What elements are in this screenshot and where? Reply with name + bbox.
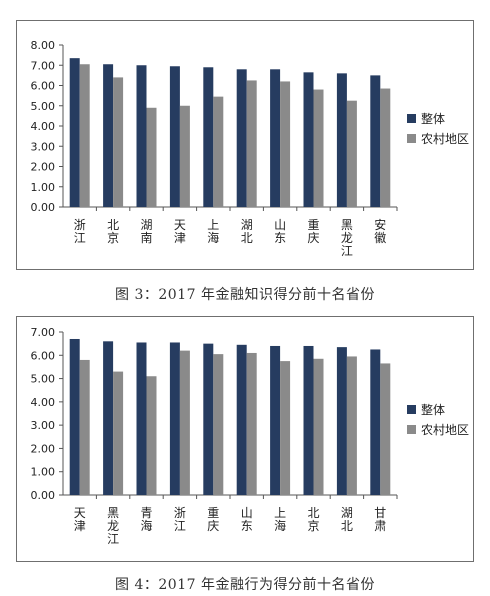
- x-category-label: 安徽: [374, 217, 386, 245]
- legend-label: 整体: [421, 111, 445, 126]
- bar-rural: [213, 96, 224, 207]
- bar-rural: [246, 80, 257, 207]
- bar-rural: [179, 105, 190, 207]
- bar-overall: [103, 341, 114, 495]
- x-category-label: 北京: [107, 218, 119, 245]
- bar-overall: [136, 342, 147, 495]
- y-tick-label: 0.00: [31, 201, 56, 214]
- x-category-label: 天津: [74, 506, 86, 533]
- x-category-label: 浙江: [174, 506, 186, 533]
- bar-overall: [169, 66, 180, 207]
- bar-rural: [79, 64, 90, 207]
- x-category-label: 湖北: [241, 217, 253, 245]
- bar-rural: [179, 350, 190, 495]
- legend-label: 农村地区: [421, 423, 469, 437]
- bar-rural: [380, 88, 391, 207]
- legend-swatch: [407, 114, 416, 123]
- x-category-label: 黑龙江: [341, 218, 353, 258]
- chart-2-frame: 0.00 1.00 2.00 3.00 4.00 5.00 6.00 7.00 天津 黑龙江 青海浙…: [16, 316, 474, 562]
- x-category-label: 山东: [241, 506, 253, 533]
- x-category-label: 重庆: [207, 506, 219, 533]
- bar-rural: [79, 359, 90, 495]
- legend-label: 农村地区: [421, 132, 469, 146]
- bar-rural: [280, 361, 291, 495]
- bar-rural: [313, 89, 324, 207]
- bar-overall: [303, 72, 314, 208]
- y-tick-label: 4.00: [31, 120, 56, 133]
- bar-overall: [236, 344, 247, 495]
- x-category-label: 北京: [307, 506, 319, 533]
- bar-overall: [370, 75, 381, 207]
- bar-overall: [370, 349, 381, 495]
- bar-overall: [169, 342, 180, 495]
- legend-swatch: [407, 134, 416, 143]
- y-tick-label: 4.00: [31, 396, 56, 409]
- chart-2-caption: 图 4：2017 年金融行为得分前十名省份: [115, 577, 375, 593]
- y-tick-label: 2.00: [31, 442, 56, 455]
- x-category-label: 上海: [274, 506, 286, 533]
- bar-rural: [146, 376, 157, 495]
- y-tick-label: 1.00: [31, 466, 56, 479]
- y-tick-label: 6.00: [31, 80, 56, 93]
- bar-overall: [136, 65, 147, 207]
- bar-rural: [346, 100, 357, 207]
- bar-rural: [113, 77, 124, 208]
- y-tick-label: 0.00: [31, 489, 56, 502]
- x-category-label: 湖北: [341, 505, 353, 533]
- bar-overall: [69, 58, 80, 207]
- legend-label: 整体: [421, 402, 445, 417]
- x-category-label: 青海: [140, 506, 152, 533]
- bar-rural: [346, 356, 357, 495]
- chart-1-caption: 图 3：2017 年金融知识得分前十名省份: [115, 287, 375, 303]
- legend-swatch: [407, 425, 416, 434]
- bar-overall: [336, 73, 347, 207]
- x-category-label: 湖南: [140, 217, 152, 245]
- y-tick-label: 5.00: [31, 373, 56, 386]
- x-category-label: 浙江: [74, 218, 86, 245]
- y-tick-label: 6.00: [31, 349, 56, 362]
- bar-overall: [103, 64, 114, 207]
- x-category-label: 重庆: [307, 218, 319, 245]
- bar-overall: [270, 69, 281, 207]
- x-category-label: 上海: [207, 218, 219, 245]
- bar-rural: [313, 358, 324, 495]
- bar-rural: [146, 107, 157, 207]
- y-tick-label: 3.00: [31, 419, 56, 432]
- y-tick-label: 5.00: [31, 100, 56, 113]
- bar-rural: [213, 354, 224, 495]
- bar-rural: [113, 371, 124, 495]
- y-tick-label: 1.00: [31, 181, 56, 194]
- chart-1-frame: 0.00 1.00 2.00 3.00 4.00 5.00 6.00 7.00 8.00 浙江 北京…: [16, 20, 474, 270]
- bar-rural: [380, 363, 391, 495]
- x-category-label: 甘肃: [374, 506, 386, 533]
- y-tick-label: 7.00: [31, 59, 56, 72]
- bar-overall: [69, 338, 80, 495]
- y-tick-label: 8.00: [31, 39, 56, 52]
- x-category-label: 山东: [274, 218, 286, 245]
- chart-2-svg: 0.00 1.00 2.00 3.00 4.00 5.00 6.00 7.00 天津 黑龙江 青海浙…: [31, 326, 470, 546]
- bar-rural: [280, 81, 291, 207]
- y-tick-label: 7.00: [31, 326, 56, 339]
- bar-overall: [303, 345, 314, 495]
- bar-overall: [203, 343, 214, 495]
- bar-overall: [270, 345, 281, 495]
- bar-rural: [246, 352, 257, 495]
- bar-overall: [236, 69, 247, 207]
- bar-overall: [203, 67, 214, 208]
- legend-swatch: [407, 405, 416, 414]
- bar-overall: [336, 347, 347, 495]
- y-tick-label: 3.00: [31, 140, 56, 153]
- x-category-label: 黑龙江: [107, 506, 119, 546]
- chart-1-svg: 0.00 1.00 2.00 3.00 4.00 5.00 6.00 7.00 8.00 浙江北京…: [31, 39, 470, 258]
- x-category-label: 天津: [174, 218, 186, 245]
- y-tick-label: 2.00: [31, 161, 56, 174]
